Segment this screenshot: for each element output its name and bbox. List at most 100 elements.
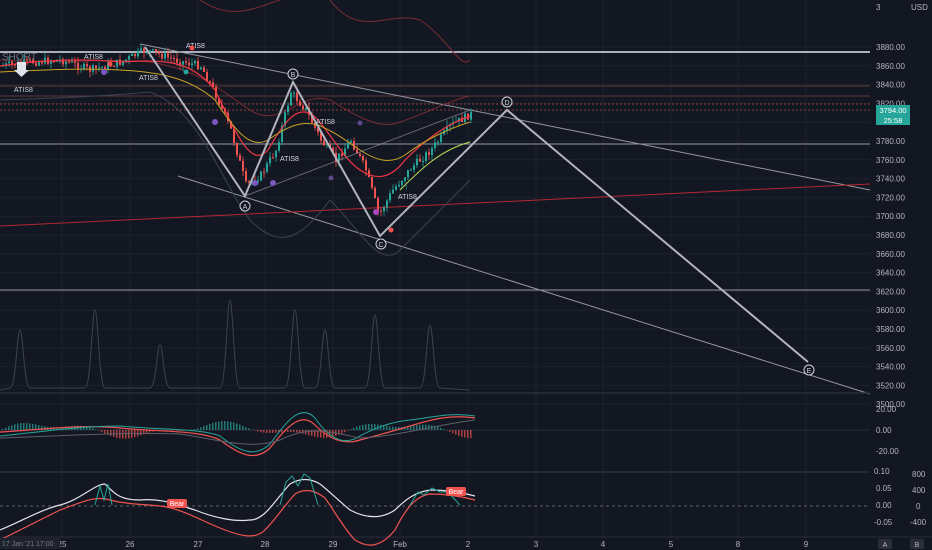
auto-scale-icon[interactable]: A	[878, 539, 892, 549]
macd-histogram-bar	[110, 430, 112, 436]
svg-text:0: 0	[916, 502, 921, 511]
macd-histogram-bar	[278, 430, 280, 433]
macd-histogram-bar	[443, 429, 445, 430]
candle-body	[146, 52, 148, 54]
svg-text:A: A	[883, 542, 888, 549]
candle-body	[287, 105, 289, 113]
price-tick-label: 3760.00	[876, 156, 905, 165]
candle-body	[260, 171, 262, 181]
candle-body	[71, 61, 73, 63]
price-tick-label: 3860.00	[876, 62, 905, 71]
candle-body	[380, 210, 382, 212]
macd-histogram-bar	[62, 427, 64, 430]
candle-body	[374, 187, 376, 199]
candle-body	[140, 48, 142, 51]
candle-body	[164, 53, 166, 59]
macd-pane[interactable]	[0, 412, 870, 457]
macd-histogram-bar	[428, 424, 430, 430]
macd-histogram-bar	[218, 421, 220, 430]
oscillator-red-line	[0, 489, 476, 546]
candle-body	[95, 65, 97, 69]
wave-guide	[244, 109, 471, 197]
candle-body	[431, 148, 433, 156]
price-tick-label: 3520.00	[876, 381, 905, 390]
macd-histogram-bar	[71, 426, 73, 430]
candle-body	[389, 193, 391, 201]
candle-body	[11, 61, 13, 64]
candle-body	[245, 171, 247, 182]
macd-histogram-bar	[281, 430, 283, 433]
candle-body	[104, 66, 106, 70]
macd-histogram-bar	[101, 430, 103, 432]
macd-histogram-bar	[434, 425, 436, 430]
macd-histogram-bar	[464, 430, 466, 438]
wave-point-b[interactable]: B	[287, 68, 299, 80]
candle-body	[311, 114, 313, 123]
macd-histogram-bar	[65, 426, 67, 430]
svg-text:D: D	[504, 100, 509, 107]
macd-histogram-bar	[200, 427, 202, 430]
candle-body	[50, 61, 52, 64]
macd-histogram-bar	[194, 429, 196, 430]
candle-body	[68, 61, 70, 63]
candle-body	[437, 141, 439, 143]
svg-text:-20.00: -20.00	[876, 447, 899, 456]
candle-body	[404, 177, 406, 181]
candle-body	[92, 65, 94, 72]
price-axis[interactable]: 3 USD 3880.003860.003840.003820.003800.0…	[876, 3, 928, 409]
svg-text:C: C	[378, 242, 383, 249]
wave-point-c[interactable]: C	[375, 238, 387, 250]
candle-body	[371, 177, 373, 188]
wave-point-e[interactable]: E	[803, 364, 815, 376]
time-tick-label: 4	[601, 540, 606, 549]
macd-histogram-bar	[107, 430, 109, 435]
log-scale-icon[interactable]: B	[910, 539, 924, 549]
candle-body	[212, 82, 214, 88]
envelope-top	[329, 0, 471, 63]
upper-band	[0, 59, 471, 126]
candle-body	[23, 59, 25, 64]
abcde-wave-pattern[interactable]	[144, 46, 809, 363]
candle-body	[182, 61, 184, 65]
moving-average-green	[399, 141, 471, 191]
current-price-tag: 3794.00	[876, 105, 910, 115]
macd-histogram-bar	[179, 430, 181, 431]
candle-body	[65, 61, 67, 65]
candle-body	[167, 53, 169, 58]
svg-text:20.00: 20.00	[876, 405, 897, 414]
price-tick-label: 3620.00	[876, 287, 905, 296]
macd-histogram-bar	[290, 430, 292, 432]
wave-point-a[interactable]: A	[239, 200, 251, 212]
macd-histogram-bar	[203, 426, 205, 430]
candle-body	[398, 184, 400, 187]
macd-histogram-bar	[341, 430, 343, 434]
svg-text:-0.05: -0.05	[874, 518, 893, 527]
macd-histogram-bar	[407, 426, 409, 430]
macd-histogram-bar	[23, 423, 25, 430]
candle-body	[134, 53, 136, 57]
candle-body	[53, 61, 55, 63]
candle-body	[161, 53, 163, 59]
candle-body	[179, 62, 181, 65]
short-arrow-icon	[14, 62, 29, 77]
candle-body	[197, 60, 199, 70]
red-trendline[interactable]	[0, 183, 871, 227]
lower-trendline[interactable]	[177, 175, 871, 395]
moving-average-red	[0, 59, 471, 178]
oscillator-pane[interactable]: Bear Bear	[0, 473, 870, 546]
candle-body	[320, 132, 322, 141]
upper-trendline[interactable]	[139, 43, 871, 191]
time-axis[interactable]: 25 26 27 28 29 Feb 2 3 4 5 8 9 17 Jan '21 17:00	[0, 538, 809, 549]
atis-label: ATIS8	[84, 54, 103, 61]
currency-label: USD	[911, 3, 928, 12]
candle-body	[278, 142, 280, 151]
time-tick-label: 28	[261, 540, 270, 549]
wave-point-d[interactable]: D	[501, 96, 513, 108]
macd-histogram-bar	[230, 421, 232, 430]
candle-body	[458, 117, 460, 122]
macd-histogram-bar	[17, 423, 19, 430]
macd-histogram-bar	[329, 430, 331, 438]
candle-body	[425, 152, 427, 161]
candle-body	[272, 157, 274, 159]
